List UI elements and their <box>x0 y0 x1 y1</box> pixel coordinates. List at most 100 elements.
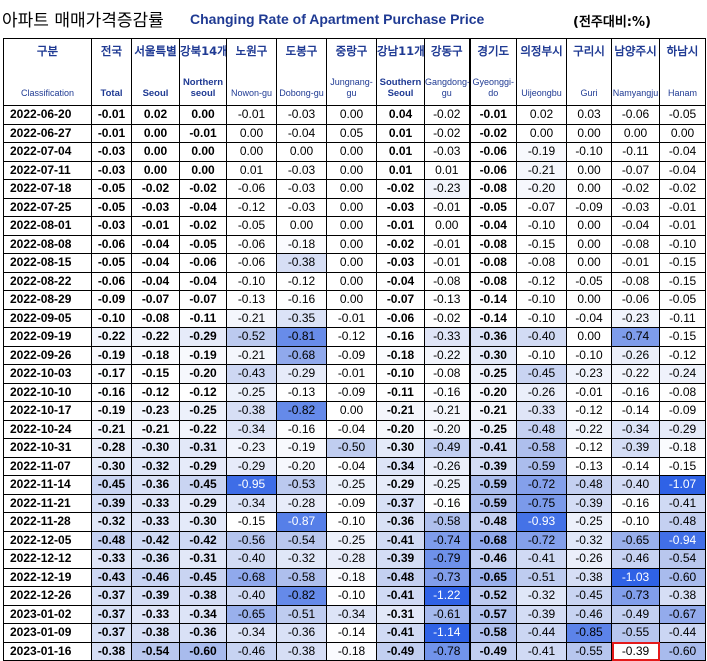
value-cell: -0.68 <box>226 567 277 587</box>
table-row: 2022-10-03 -0.17 -0.15 -0.20 -0.43 -0.29 -0.01… <box>3 364 706 384</box>
value-cell: -0.33 <box>516 401 567 421</box>
value-cell: 0.00 <box>276 142 327 162</box>
table-row: 2022-11-28 -0.32 -0.33 -0.30 -0.15 -0.87 -0.10… <box>3 512 706 532</box>
title-korean: 아파트 매매가격증감률 <box>2 11 164 31</box>
value-cell: -0.15 <box>131 364 180 384</box>
value-cell: -0.36 <box>469 327 517 347</box>
value-cell: -0.09 <box>326 493 377 513</box>
value-cell: -0.65 <box>611 530 660 550</box>
value-cell: 0.00 <box>516 123 567 143</box>
value-cell: -0.07 <box>179 290 227 310</box>
value-cell: -0.33 <box>424 327 471 347</box>
value-cell: 0.00 <box>226 142 277 162</box>
value-cell: -0.18 <box>659 438 706 458</box>
table-row: 2022-08-01 -0.03 -0.01 -0.02 -0.05 0.00 0.00 -0… <box>3 216 706 236</box>
value-cell: -0.32 <box>131 456 180 476</box>
value-cell: -0.07 <box>376 290 425 310</box>
header-english: Southern Seoul <box>379 77 422 99</box>
value-cell: -0.30 <box>376 438 425 458</box>
value-cell: -0.12 <box>276 271 327 291</box>
value-cell: -0.20 <box>179 364 227 384</box>
column-header: 의정부시 Uijeongbu <box>516 38 567 106</box>
value-cell: -0.03 <box>611 197 660 217</box>
value-cell: -0.74 <box>424 530 471 550</box>
value-cell: -0.57 <box>469 604 517 624</box>
value-cell: -0.31 <box>376 604 425 624</box>
value-cell: -0.05 <box>91 197 132 217</box>
value-cell: -0.01 <box>566 382 612 402</box>
value-cell: -0.23 <box>424 179 471 199</box>
value-cell: -0.44 <box>516 623 567 643</box>
table-row: 2022-12-19 -0.43 -0.46 -0.45 -0.68 -0.58 -0.18… <box>3 567 706 587</box>
table-row: 2022-10-31 -0.28 -0.30 -0.31 -0.23 -0.19 -0.50… <box>3 438 706 458</box>
value-cell: -0.36 <box>131 475 180 495</box>
value-cell: -0.33 <box>131 512 180 532</box>
value-cell: -0.01 <box>424 234 471 254</box>
value-cell: -0.29 <box>179 456 227 476</box>
value-cell: 0.01 <box>424 160 471 180</box>
value-cell: -0.74 <box>611 327 660 347</box>
value-cell: -0.34 <box>226 419 277 439</box>
value-cell: -0.48 <box>516 419 567 439</box>
value-cell: -0.29 <box>376 475 425 495</box>
table-row: 2022-08-08 -0.06 -0.04 -0.05 -0.06 -0.18 0.00-… <box>3 234 706 254</box>
value-cell: -0.11 <box>611 142 660 162</box>
value-cell: -0.18 <box>131 345 180 365</box>
header-classification: 구분 Classification <box>3 38 92 106</box>
value-cell: -0.12 <box>566 401 612 421</box>
value-cell: -0.14 <box>611 401 660 421</box>
value-cell: -0.15 <box>226 512 277 532</box>
value-cell: -0.28 <box>276 493 327 513</box>
value-cell: -0.41 <box>376 623 425 643</box>
value-cell: -0.28 <box>326 549 377 569</box>
table-row: 2022-08-29 -0.09 -0.07 -0.07 -0.13 -0.16 0.00-… <box>3 290 706 310</box>
value-cell: 0.00 <box>326 160 377 180</box>
value-cell: -0.46 <box>226 641 277 661</box>
value-cell: -0.10 <box>516 216 567 236</box>
column-header: 노원구 Nowon-gu <box>226 38 277 106</box>
value-cell: -0.02 <box>611 179 660 199</box>
value-cell: -0.85 <box>566 623 612 643</box>
date-cell: 2022-08-22 <box>3 271 92 291</box>
value-cell: -0.34 <box>226 493 277 513</box>
value-cell: -0.30 <box>91 456 132 476</box>
value-cell: -0.68 <box>469 530 517 550</box>
value-cell: -0.03 <box>276 160 327 180</box>
date-cell: 2023-01-09 <box>3 623 92 643</box>
value-cell: 0.00 <box>326 271 377 291</box>
table-row: 2022-07-11 -0.03 0.00 0.00 0.01 -0.03 0.00 0.01… <box>3 160 706 180</box>
table-row: 2022-10-17 -0.19 -0.23 -0.25 -0.38 -0.82 0.00-… <box>3 401 706 421</box>
value-cell: -0.30 <box>179 512 227 532</box>
value-cell: -0.01 <box>326 308 377 328</box>
table-row: 2022-12-12 -0.33 -0.36 -0.31 -0.40 -0.32 -0.28… <box>3 549 706 569</box>
value-cell: -0.01 <box>424 197 471 217</box>
value-cell: -0.32 <box>276 549 327 569</box>
value-cell: -0.06 <box>179 253 227 273</box>
value-cell: -0.02 <box>376 234 425 254</box>
value-cell: -0.02 <box>424 123 471 143</box>
value-cell: -0.23 <box>566 364 612 384</box>
value-cell: -0.45 <box>179 475 227 495</box>
date-cell: 2022-09-05 <box>3 308 92 328</box>
value-cell: -0.38 <box>131 623 180 643</box>
value-cell: -0.41 <box>376 586 425 606</box>
value-cell: -0.26 <box>424 456 471 476</box>
value-cell: -0.25 <box>179 401 227 421</box>
value-cell: 0.00 <box>326 290 377 310</box>
value-cell: -0.54 <box>276 530 327 550</box>
value-cell: -0.09 <box>566 197 612 217</box>
value-cell: -0.10 <box>516 290 567 310</box>
value-cell: 0.00 <box>611 123 660 143</box>
value-cell: 0.00 <box>566 160 612 180</box>
value-cell: -0.21 <box>424 401 471 421</box>
column-header: 하남시 Hanam <box>659 38 706 106</box>
value-cell: -0.38 <box>276 641 327 661</box>
value-cell: -0.09 <box>326 382 377 402</box>
table-row: 2022-07-04 -0.03 0.00 0.00 0.00 0.00 0.00 0.01-… <box>3 142 706 162</box>
value-cell: -0.45 <box>179 567 227 587</box>
date-cell: 2023-01-02 <box>3 604 92 624</box>
value-cell: -0.17 <box>91 364 132 384</box>
value-cell: -0.22 <box>424 345 471 365</box>
value-cell: -0.02 <box>179 179 227 199</box>
table-row: 2023-01-09 -0.37 -0.38 -0.36 -0.34 -0.36 -0.14… <box>3 623 706 643</box>
